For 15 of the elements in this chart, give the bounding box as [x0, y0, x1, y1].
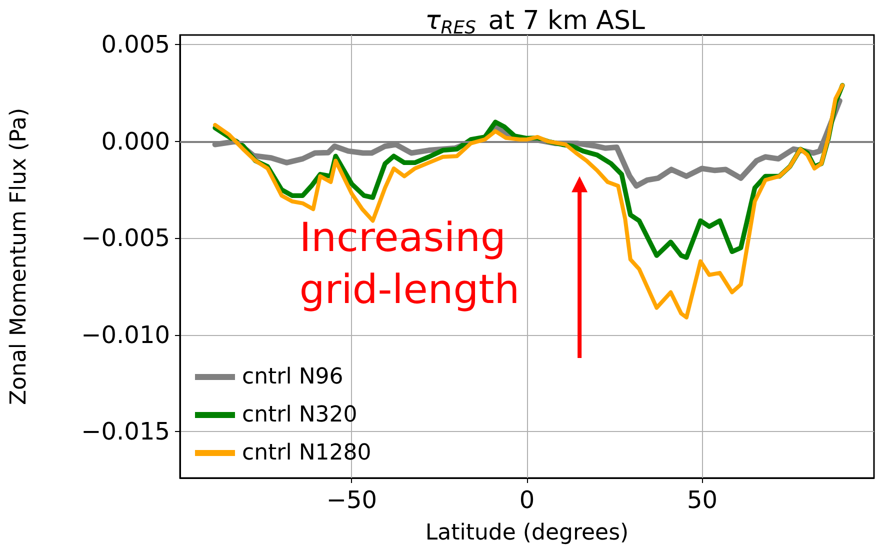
x-tick-label: 0	[519, 486, 535, 514]
y-tick-label: −0.015	[81, 418, 170, 446]
y-tick-label: −0.010	[81, 320, 170, 349]
y-tick-label: 0.005	[101, 30, 170, 59]
line-series	[213, 83, 844, 320]
y-axis-title: Zonal Momentum Flux (Pa)	[6, 108, 32, 406]
annotation: Increasing grid-length	[299, 215, 520, 314]
x-axis-title: Latitude (degrees)	[425, 520, 629, 546]
legend-label: cntrl N320	[242, 402, 358, 428]
legend-label: cntrl N1280	[242, 440, 372, 466]
y-tick-label: −0.005	[81, 224, 170, 252]
x-tick-label: −50	[326, 486, 378, 514]
y-tick-label: 0.000	[101, 127, 170, 156]
x-tick-label: 50	[686, 486, 718, 514]
legend-label: cntrl N96	[242, 364, 344, 390]
